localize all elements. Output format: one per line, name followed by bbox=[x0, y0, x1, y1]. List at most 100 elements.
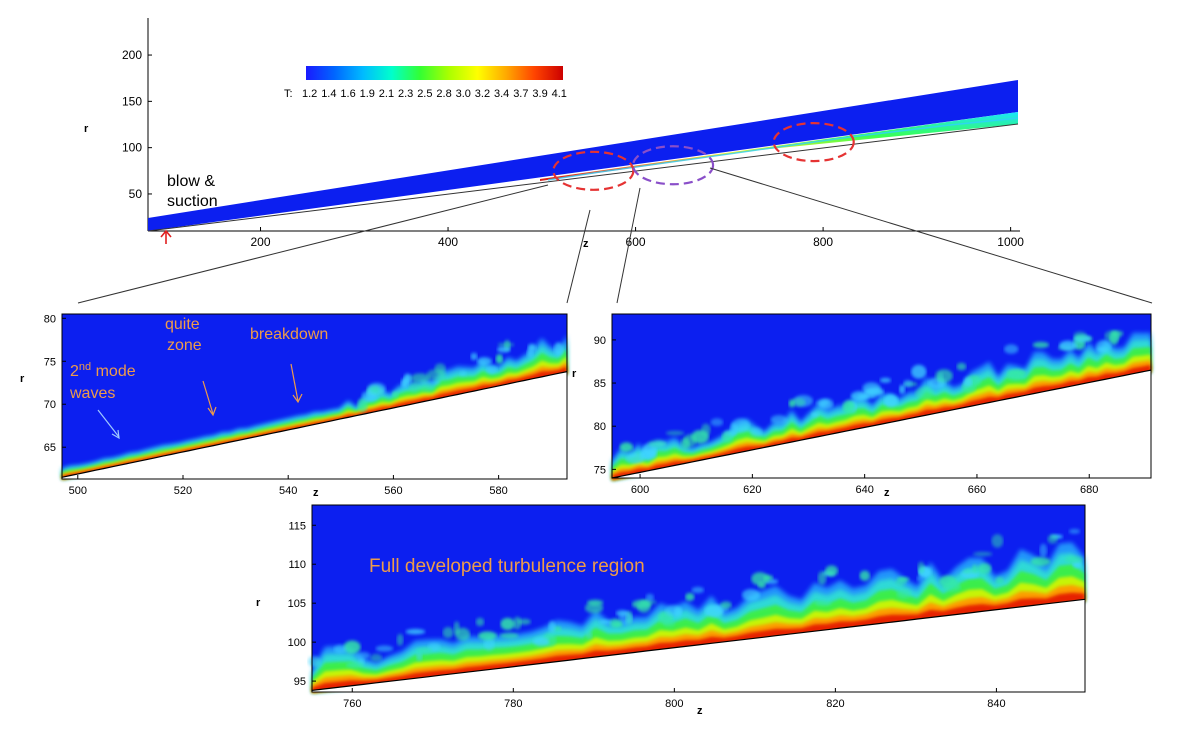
eddy bbox=[647, 440, 667, 448]
x-tick-label: 520 bbox=[174, 485, 192, 497]
eddy bbox=[392, 391, 399, 398]
eddy bbox=[897, 577, 910, 582]
eddy bbox=[811, 412, 820, 418]
x-tick-label: 600 bbox=[631, 484, 649, 496]
y-tick-label: 80 bbox=[44, 313, 56, 325]
blow-suction-arrow bbox=[160, 229, 172, 244]
eddy bbox=[483, 637, 495, 651]
zoom2-frame bbox=[611, 313, 1152, 479]
eddy bbox=[879, 377, 892, 383]
eddy bbox=[814, 600, 832, 606]
eddy bbox=[898, 384, 906, 395]
eddy bbox=[935, 369, 953, 383]
zoom3-y-ticks: 95 100 105 110 115 bbox=[288, 520, 316, 688]
x-tick-label: 200 bbox=[251, 235, 271, 249]
y-tick-label: 75 bbox=[594, 464, 606, 476]
eddy bbox=[586, 631, 593, 639]
x-tick-label: 840 bbox=[987, 698, 1005, 710]
eddy bbox=[1104, 330, 1121, 342]
eddy bbox=[500, 617, 515, 631]
zoom2-y-label: r bbox=[572, 368, 577, 380]
zoom1-y-ticks: 65 70 75 80 bbox=[44, 313, 66, 454]
x-tick-label: 640 bbox=[855, 484, 873, 496]
eddy bbox=[478, 631, 497, 641]
eddy bbox=[357, 398, 368, 412]
eddy bbox=[1073, 331, 1087, 339]
eddy bbox=[917, 561, 925, 574]
eddy bbox=[1004, 344, 1019, 354]
eddy bbox=[405, 628, 426, 635]
y-tick-label: 70 bbox=[44, 399, 56, 411]
y-tick-label: 100 bbox=[122, 141, 142, 155]
eddy bbox=[346, 662, 364, 669]
eddy bbox=[1047, 534, 1058, 544]
breakdown-label: breakdown bbox=[250, 326, 328, 343]
overview-x-label: z bbox=[583, 238, 589, 250]
zoom3-x-ticks: 760 780 800 820 840 bbox=[343, 688, 1006, 710]
overview-x-ticks: 200 400 600 800 1000 bbox=[251, 227, 1024, 249]
y-tick-label: 80 bbox=[594, 421, 606, 433]
eddy bbox=[609, 618, 622, 628]
eddy bbox=[816, 399, 830, 407]
eddy bbox=[442, 627, 454, 639]
eddy bbox=[915, 387, 934, 400]
eddy bbox=[862, 382, 881, 395]
blow-suction-label-2: suction bbox=[167, 193, 218, 210]
eddy bbox=[1059, 340, 1077, 351]
colorbar-tick: 3.4 bbox=[494, 88, 509, 100]
eddy bbox=[1064, 555, 1084, 564]
region-ellipse-purple bbox=[631, 145, 715, 186]
eddy bbox=[418, 383, 435, 393]
colorbar-tick: 4.1 bbox=[552, 88, 567, 100]
y-tick-label: 200 bbox=[122, 48, 142, 62]
wall-line bbox=[611, 369, 1152, 479]
colorbar-tick: 2.1 bbox=[379, 88, 394, 100]
region-ellipse-red bbox=[772, 121, 855, 163]
zone-label: zone bbox=[167, 337, 202, 354]
colorbar bbox=[306, 66, 563, 80]
x-tick-label: 820 bbox=[826, 698, 844, 710]
colorbar-tick: 2.5 bbox=[417, 88, 432, 100]
y-tick-label: 105 bbox=[288, 598, 306, 610]
eddy bbox=[308, 655, 321, 668]
eddy bbox=[1008, 369, 1028, 377]
eddy bbox=[685, 592, 695, 602]
eddy bbox=[825, 565, 839, 577]
colorbar-tick: 1.4 bbox=[321, 88, 336, 100]
x-tick-label: 560 bbox=[384, 485, 402, 497]
region-markers bbox=[552, 121, 855, 191]
eddy bbox=[972, 564, 978, 575]
x-tick-label: 600 bbox=[626, 235, 646, 249]
eddy bbox=[665, 605, 683, 617]
zoom1-y-label: r bbox=[20, 373, 25, 385]
eddy bbox=[701, 423, 711, 436]
wall-line bbox=[311, 598, 1086, 691]
connector-zoom1-right bbox=[566, 209, 591, 304]
eddy bbox=[598, 619, 612, 625]
colorbar-tick: 3.9 bbox=[532, 88, 547, 100]
colorbar-tick: 3.0 bbox=[456, 88, 471, 100]
wall-line bbox=[61, 371, 568, 479]
eddy bbox=[883, 394, 899, 408]
colorbar-tick: 1.9 bbox=[360, 88, 375, 100]
zoom3-frame bbox=[311, 504, 1086, 693]
eddy bbox=[486, 364, 498, 374]
zoom3-y-label: r bbox=[256, 597, 261, 609]
quite-label: quite bbox=[165, 316, 200, 333]
eddy bbox=[972, 551, 993, 557]
eddy bbox=[1068, 528, 1081, 534]
eddy bbox=[1030, 557, 1051, 567]
x-tick-label: 500 bbox=[69, 485, 87, 497]
eddy bbox=[729, 422, 738, 436]
zoom2-y-ticks: 75 80 85 90 bbox=[594, 335, 616, 476]
eddy bbox=[427, 642, 441, 651]
eddy bbox=[410, 373, 430, 383]
eddy bbox=[991, 534, 1004, 548]
x-tick-label: 660 bbox=[968, 484, 986, 496]
overview-y-ticks: 50 100 150 200 bbox=[122, 48, 152, 201]
zoom3-panel: 760 780 800 820 840 95 100 105 110 115 z r Full … bbox=[256, 504, 1086, 717]
overview-domain bbox=[148, 80, 1018, 231]
eddy bbox=[513, 616, 522, 630]
eddy bbox=[434, 363, 446, 374]
